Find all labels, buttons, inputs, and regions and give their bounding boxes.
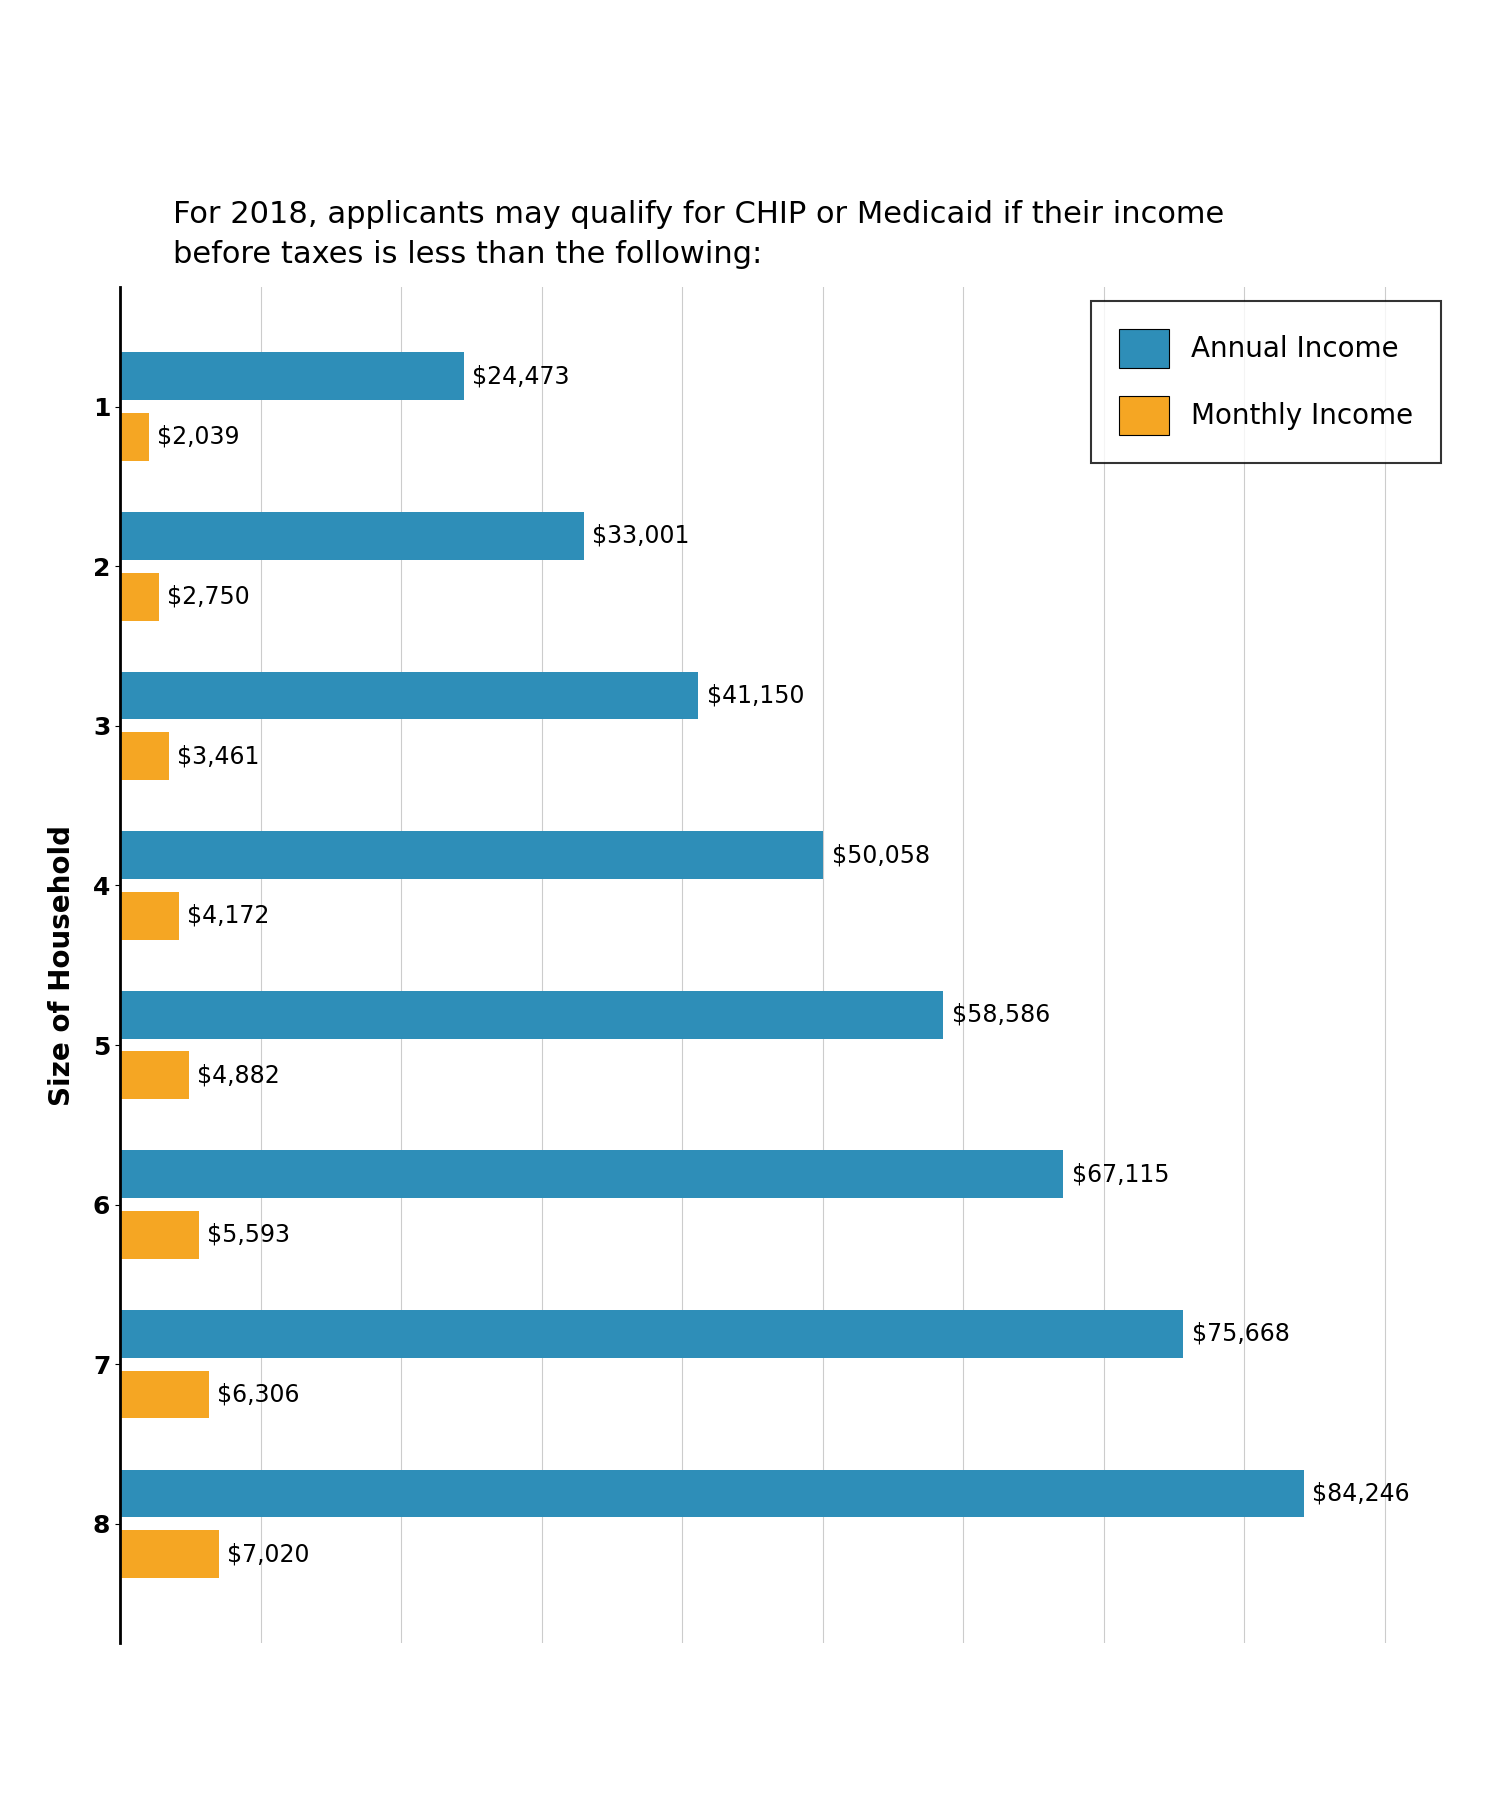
Text: $50,058: $50,058 [833, 842, 930, 868]
Bar [120, 1310, 1184, 1357]
Bar [120, 671, 699, 720]
Text: $41,150: $41,150 [706, 684, 804, 707]
Text: $75,668: $75,668 [1192, 1321, 1290, 1346]
Bar [120, 572, 159, 621]
Bar [120, 891, 178, 940]
Text: $2,039: $2,039 [158, 425, 240, 448]
Text: $6,306: $6,306 [217, 1382, 300, 1406]
Y-axis label: Size of Household: Size of Household [48, 824, 76, 1105]
Bar [120, 1211, 198, 1258]
Bar [120, 1051, 189, 1100]
Text: $67,115: $67,115 [1071, 1163, 1168, 1186]
Text: $4,172: $4,172 [188, 904, 270, 927]
Text: $2,750: $2,750 [166, 585, 250, 608]
Text: For 2018, applicants may qualify for CHIP or Medicaid if their income
before tax: For 2018, applicants may qualify for CHI… [174, 200, 1224, 268]
Text: $7,020: $7,020 [226, 1543, 309, 1566]
Bar [120, 353, 464, 400]
Bar [120, 511, 584, 560]
Text: MedicarePlanFinder.com: MedicarePlanFinder.com [423, 1672, 1152, 1724]
Text: $3,461: $3,461 [177, 743, 260, 769]
Bar [120, 832, 824, 878]
Text: Powered by MEDICARE Health Benefits: Powered by MEDICARE Health Benefits [544, 1753, 1030, 1778]
Text: Texas Medicaid Income Guidelines: Texas Medicaid Income Guidelines [160, 61, 1500, 130]
Bar [120, 1150, 1064, 1199]
Bar [120, 1469, 1304, 1517]
Text: $5,593: $5,593 [207, 1222, 290, 1247]
Legend: Annual Income, Monthly Income: Annual Income, Monthly Income [1090, 301, 1442, 463]
Bar [120, 733, 168, 779]
Bar [120, 1530, 219, 1579]
Text: $4,882: $4,882 [196, 1064, 280, 1087]
Bar [120, 412, 148, 461]
Text: $58,586: $58,586 [951, 1003, 1050, 1026]
Bar [120, 1370, 208, 1418]
Text: $33,001: $33,001 [592, 524, 690, 547]
Bar [120, 990, 944, 1039]
Text: $24,473: $24,473 [472, 364, 570, 389]
Text: $84,246: $84,246 [1312, 1481, 1410, 1505]
